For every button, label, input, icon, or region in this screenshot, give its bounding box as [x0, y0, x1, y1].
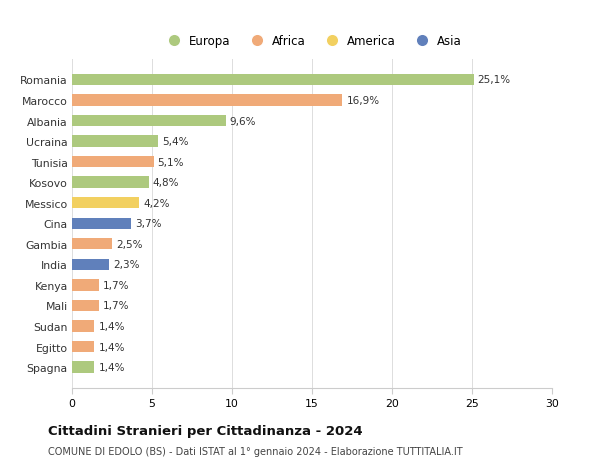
Text: Cittadini Stranieri per Cittadinanza - 2024: Cittadini Stranieri per Cittadinanza - 2… — [48, 425, 362, 437]
Bar — [72, 239, 112, 250]
Bar — [72, 362, 94, 373]
Bar — [72, 341, 94, 353]
Bar — [72, 157, 154, 168]
Text: 1,7%: 1,7% — [103, 301, 130, 311]
Text: 5,1%: 5,1% — [158, 157, 184, 167]
Legend: Europa, Africa, America, Asia: Europa, Africa, America, Asia — [160, 33, 464, 50]
Text: 4,8%: 4,8% — [153, 178, 179, 188]
Text: 1,7%: 1,7% — [103, 280, 130, 290]
Bar — [72, 75, 473, 86]
Bar — [72, 280, 99, 291]
Bar — [72, 177, 149, 188]
Bar — [72, 259, 109, 270]
Text: 5,4%: 5,4% — [163, 137, 189, 147]
Text: 1,4%: 1,4% — [98, 362, 125, 372]
Bar — [72, 116, 226, 127]
Bar — [72, 218, 131, 230]
Text: 4,2%: 4,2% — [143, 198, 170, 208]
Bar — [72, 321, 94, 332]
Text: 1,4%: 1,4% — [98, 342, 125, 352]
Text: 3,7%: 3,7% — [135, 219, 162, 229]
Text: 1,4%: 1,4% — [98, 321, 125, 331]
Text: 9,6%: 9,6% — [230, 116, 256, 126]
Text: 2,3%: 2,3% — [113, 260, 139, 270]
Bar — [72, 95, 343, 106]
Text: 2,5%: 2,5% — [116, 239, 143, 249]
Text: 25,1%: 25,1% — [478, 75, 511, 85]
Bar — [72, 198, 139, 209]
Bar — [72, 300, 99, 311]
Text: 16,9%: 16,9% — [346, 96, 380, 106]
Bar — [72, 136, 158, 147]
Text: COMUNE DI EDOLO (BS) - Dati ISTAT al 1° gennaio 2024 - Elaborazione TUTTITALIA.I: COMUNE DI EDOLO (BS) - Dati ISTAT al 1° … — [48, 446, 463, 456]
